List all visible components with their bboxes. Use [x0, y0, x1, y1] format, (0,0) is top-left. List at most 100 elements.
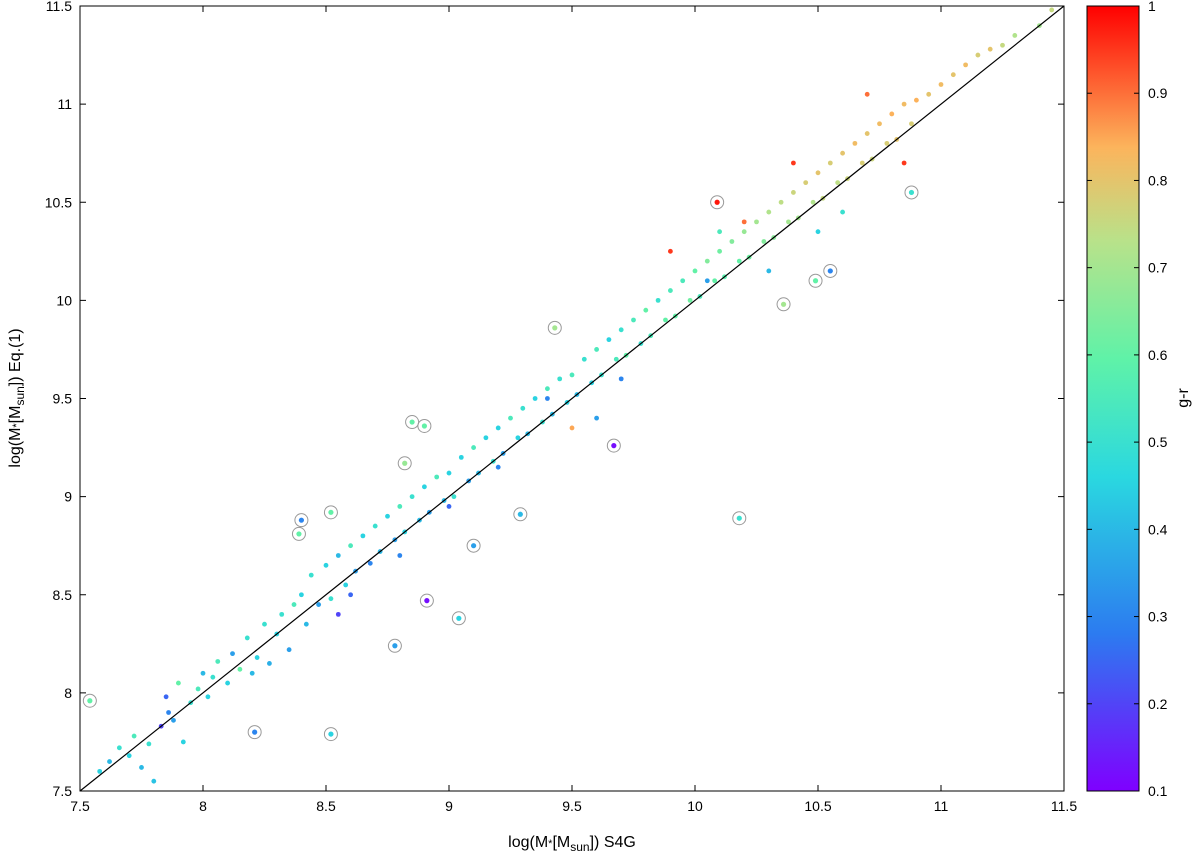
- scatter-point: [827, 160, 833, 166]
- scatter-point: [139, 765, 144, 770]
- scatter-point: [372, 523, 378, 529]
- scatter-point: [249, 670, 255, 676]
- y-tick-label: 11.5: [46, 0, 72, 14]
- x-tick-label: 11: [934, 798, 949, 814]
- colorbar: [1086, 5, 1140, 792]
- scatter-point: [741, 229, 747, 235]
- highlight-ring: [466, 538, 481, 553]
- scatter-point: [914, 97, 919, 103]
- scatter-point: [594, 415, 599, 421]
- highlight-ring: [419, 593, 434, 608]
- scatter-point: [299, 592, 304, 598]
- scatter-point: [545, 396, 550, 401]
- scatter-point: [348, 543, 353, 549]
- scatter-point: [680, 278, 686, 284]
- scatter-point: [889, 111, 895, 117]
- scatter-point: [840, 209, 845, 215]
- x-tick-label: 11.5: [1051, 798, 1077, 814]
- scatter-point: [244, 635, 250, 641]
- scatter-point: [557, 376, 563, 382]
- highlighted-point: [611, 443, 617, 449]
- highlighted-point: [328, 731, 334, 737]
- scatter-point: [1012, 33, 1018, 38]
- scatter-point: [963, 62, 968, 68]
- scatter-point: [335, 553, 341, 558]
- scatter-point: [446, 504, 452, 509]
- scatter-point: [422, 484, 427, 490]
- scatter-point: [618, 327, 624, 333]
- scatter-point: [176, 680, 181, 686]
- scatter-point: [668, 248, 673, 254]
- scatter-point: [909, 121, 914, 127]
- scatter-point: [495, 425, 501, 431]
- y-tick-label: 10.5: [45, 194, 72, 210]
- scatter-point: [225, 680, 231, 686]
- colorbar-tick-label: 0.9: [1148, 85, 1168, 101]
- colorbar-ticks: 0.1 0.2 0.3 0.4 0.5 0.6 0.7 0.8 0.9 1: [1087, 0, 1168, 799]
- y-tick-label: 7.5: [53, 783, 73, 799]
- colorbar-tick-label: 0.3: [1148, 609, 1168, 625]
- highlight-ring: [451, 611, 466, 626]
- scatter-point: [323, 562, 329, 568]
- scatter-point: [508, 415, 513, 421]
- scatter-point: [901, 101, 907, 107]
- scatter-point: [166, 710, 171, 715]
- scatter-point: [409, 494, 415, 500]
- scatter-point: [200, 670, 206, 676]
- y-tick-label: 9: [64, 489, 72, 505]
- scatter-point: [581, 356, 587, 362]
- scatter-point: [267, 661, 272, 666]
- highlighted-point: [471, 543, 477, 549]
- scatter-point: [1000, 42, 1005, 48]
- colorbar-label: g-r: [1175, 388, 1192, 408]
- scatter-point: [754, 219, 759, 225]
- scatter-point: [397, 504, 403, 509]
- scatter-point: [864, 91, 870, 97]
- highlighted-point: [714, 199, 720, 205]
- colorbar-tick-label: 0.8: [1148, 172, 1168, 188]
- scatter-point: [446, 470, 452, 476]
- scatter-point: [618, 376, 624, 382]
- scatter-point: [483, 435, 489, 441]
- scatter-point: [360, 533, 366, 539]
- scatter-point: [328, 596, 334, 602]
- scatter-point: [291, 602, 297, 607]
- scatter-point: [791, 160, 796, 166]
- highlighted-point: [402, 460, 408, 466]
- scatter-point: [975, 52, 981, 58]
- scatter-point: [163, 694, 169, 700]
- scatter-point: [761, 239, 767, 244]
- scatter-point: [215, 659, 221, 664]
- x-tick-label: 9: [445, 798, 453, 814]
- scatter-point: [335, 611, 341, 617]
- scatter-point: [146, 741, 152, 747]
- x-axis-title: log(M*[Msun]) S4G: [508, 834, 636, 852]
- scatter-point: [950, 72, 956, 78]
- highlight-ring: [710, 195, 725, 210]
- highlight-ring: [397, 456, 412, 471]
- scatter-point: [840, 150, 845, 156]
- x-tick-label: 10: [687, 798, 703, 814]
- highlight-ring: [417, 418, 432, 433]
- scatter-point: [532, 396, 538, 401]
- scatter-point: [458, 454, 464, 460]
- highlighted-point: [87, 698, 93, 704]
- scatter-point: [107, 759, 112, 764]
- scatter-point: [348, 592, 353, 598]
- scatter-point: [171, 717, 176, 723]
- highlighted-point: [298, 517, 304, 523]
- highlighted-point: [812, 278, 819, 284]
- scatter-point: [877, 121, 882, 127]
- scatter-point: [210, 674, 216, 680]
- points-layer: [82, 7, 1055, 784]
- scatter-point: [97, 768, 103, 774]
- scatter-point: [569, 372, 575, 378]
- highlight-ring: [547, 320, 562, 335]
- highlighted-point: [908, 189, 915, 196]
- highlighted-point: [517, 511, 523, 517]
- scatter-point: [1049, 7, 1055, 13]
- scatter-point: [815, 229, 821, 235]
- x-tick-label: 10.5: [804, 798, 831, 814]
- highlight-ring: [323, 505, 338, 520]
- highlight-ring: [294, 513, 309, 528]
